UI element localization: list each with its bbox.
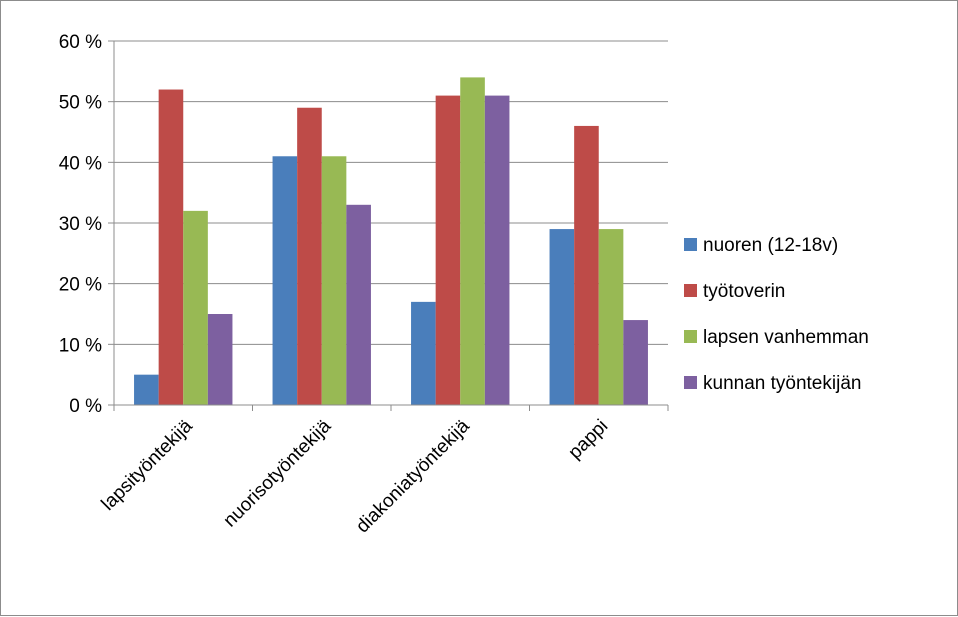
y-tick-label: 30 % [59,214,102,235]
bar [134,374,159,405]
bar [183,210,208,405]
legend: nuoren (12-18v) työtoverin lapsen vanhemma… [684,235,869,394]
x-category-label: lapsityöntekijä [98,415,198,515]
axes [113,41,669,411]
legend-swatch [684,376,697,389]
bar [460,77,485,406]
bars [134,77,648,406]
legend-label: nuoren (12-18v) [703,235,838,256]
x-category-label: pappi [565,416,613,464]
x-category-label: nuorisotyöntekijä [220,415,336,531]
legend-swatch [684,330,697,343]
y-tick-label: 10 % [59,335,102,356]
y-tick-label: 40 % [59,153,102,174]
y-tick-label: 0 % [69,396,102,417]
y-tick-label: 50 % [59,93,102,114]
bar [297,107,322,405]
bar [435,95,461,405]
bar [549,229,575,405]
legend-swatch [684,238,697,251]
x-category-labels: lapsityöntekijä nuorisotyöntekijä diakonia… [98,415,613,537]
y-tick-labels: 0 % 10 % 20 % 30 % 40 % 50 % 60 % [59,32,102,417]
legend-label: kunnan työntekijän [703,373,861,394]
bar [574,125,599,406]
bar [411,301,436,405]
bar [623,320,648,405]
legend-label: lapsen vanhemman [703,327,869,348]
legend-label: työtoverin [703,281,785,302]
bar [598,229,624,405]
bar [158,89,184,405]
bar [207,314,233,405]
bar [272,156,298,405]
bar [321,156,347,405]
y-tick-label: 20 % [59,275,102,296]
legend-swatch [684,284,697,297]
bar [484,95,510,405]
x-category-label: diakoniatyöntekijä [352,415,474,537]
bar [346,204,371,405]
y-tick-label: 60 % [59,32,102,53]
